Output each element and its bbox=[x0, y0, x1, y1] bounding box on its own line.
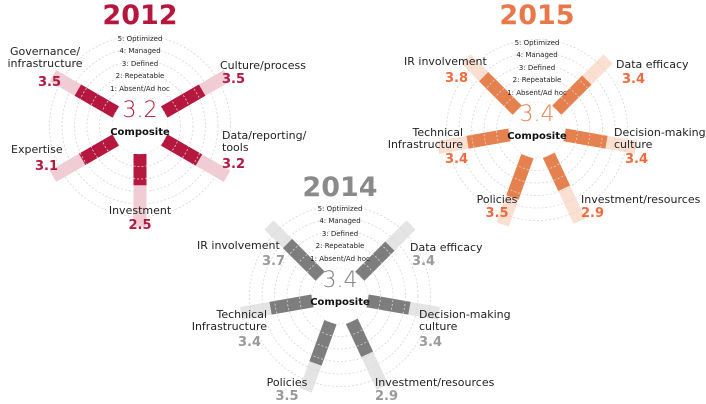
label-technical-infrastructure-2014: Technical Infrastructure bbox=[191, 308, 267, 334]
value-ir-involvement: 3.8 bbox=[445, 71, 469, 86]
composite-value: 3.2 bbox=[122, 98, 158, 123]
value-technical-infrastructure-2014: 3.4 bbox=[238, 335, 262, 350]
label-expertise: Expertise bbox=[11, 143, 63, 156]
label-investment-resources: Investment/resources bbox=[581, 193, 701, 206]
bar-1-3 bbox=[542, 152, 571, 191]
label-decision-making-2014: Decision-making culture bbox=[419, 308, 511, 334]
ring-level-4 bbox=[458, 51, 616, 209]
ring-level-1 bbox=[496, 89, 578, 171]
level-label-2: 2: Repeatable bbox=[315, 242, 365, 251]
level-label-2: 2: Repeatable bbox=[512, 76, 562, 85]
level-label-4: 4: Managed bbox=[119, 47, 161, 56]
bar-1-4 bbox=[506, 154, 534, 200]
title-2014: 2014 bbox=[302, 172, 378, 203]
label-technical-infrastructure: Technical Infrastructure bbox=[387, 126, 463, 152]
bar-2-3 bbox=[345, 318, 374, 357]
ring-level-5 bbox=[446, 39, 628, 221]
bar-1-0 bbox=[479, 72, 522, 115]
inner-ring bbox=[508, 101, 566, 159]
bar-0-4 bbox=[78, 134, 120, 166]
value-data-efficacy: 3.4 bbox=[622, 72, 646, 87]
title-2015: 2015 bbox=[499, 0, 575, 31]
bar-2-2 bbox=[366, 294, 411, 315]
ring-level-2 bbox=[286, 242, 394, 350]
composite-label: Composite bbox=[110, 127, 170, 138]
ring-level-3 bbox=[274, 230, 406, 362]
value-data-efficacy-2014: 3.4 bbox=[412, 254, 436, 269]
ring-level-2 bbox=[483, 76, 591, 184]
bar-0-1 bbox=[160, 84, 206, 118]
value-technical-infrastructure: 3.4 bbox=[445, 152, 469, 167]
composite-label: Composite bbox=[310, 297, 370, 308]
level-label-5: 5: Optimized bbox=[317, 204, 363, 213]
label-data-efficacy: Data efficacy bbox=[616, 58, 689, 71]
level-label-1: 1: Absent/Ad hoc bbox=[310, 254, 370, 263]
bar-2-1 bbox=[355, 241, 395, 281]
label-culture: Culture/process bbox=[220, 59, 307, 72]
label-policies: Policies bbox=[476, 193, 518, 206]
label-data-efficacy-2014: Data efficacy bbox=[410, 241, 483, 254]
ring-level-1 bbox=[299, 255, 381, 337]
level-label-2: 2: Repeatable bbox=[115, 72, 165, 81]
label-decision-making: Decision-making culture bbox=[614, 126, 706, 152]
value-data-reporting: 3.2 bbox=[222, 157, 246, 172]
level-label-1: 1: Absent/Ad hoc bbox=[507, 88, 567, 97]
ring-level-1 bbox=[99, 85, 181, 167]
ring-level-4 bbox=[61, 47, 219, 205]
value-culture: 3.5 bbox=[222, 72, 246, 87]
level-label-3: 3: Defined bbox=[518, 63, 556, 72]
title-2012: 2012 bbox=[102, 0, 178, 31]
bar-2-5 bbox=[269, 294, 314, 315]
level-label-3: 3: Defined bbox=[321, 229, 359, 238]
bar-2-4 bbox=[309, 320, 337, 366]
bar-0-2 bbox=[160, 134, 203, 166]
label-ir-involvement: IR involvement bbox=[404, 55, 487, 68]
value-policies: 3.5 bbox=[485, 206, 509, 221]
label-data-reporting: Data/reporting/ tools bbox=[222, 129, 307, 155]
bar-1-2 bbox=[563, 128, 608, 149]
value-investment: 2.5 bbox=[128, 218, 152, 233]
value-investment-resources-2014: 2.9 bbox=[375, 389, 399, 404]
label-investment-resources-2014: Investment/resources bbox=[375, 376, 495, 389]
ring-level-3 bbox=[74, 60, 206, 192]
bar-1-1 bbox=[552, 75, 592, 115]
level-label-4: 4: Managed bbox=[516, 51, 558, 60]
label-investment: Investment bbox=[108, 204, 172, 217]
inner-ring bbox=[111, 97, 169, 155]
label-policies-2014: Policies bbox=[266, 376, 308, 389]
level-label-3: 3: Defined bbox=[121, 59, 159, 68]
bar-1-5 bbox=[466, 128, 511, 149]
value-investment-resources: 2.9 bbox=[581, 206, 605, 221]
inner-ring bbox=[311, 267, 369, 325]
value-ir-involvement-2014: 3.7 bbox=[262, 254, 286, 269]
value-governance: 3.5 bbox=[38, 75, 62, 90]
value-expertise: 3.1 bbox=[35, 159, 59, 174]
value-decision-making: 3.4 bbox=[625, 152, 649, 167]
composite-value: 3.4 bbox=[519, 102, 555, 127]
composite-value: 3.4 bbox=[322, 268, 358, 293]
value-decision-making-2014: 3.4 bbox=[419, 335, 443, 350]
ring-level-2 bbox=[86, 72, 194, 180]
ring-level-5 bbox=[49, 35, 231, 217]
level-label-4: 4: Managed bbox=[319, 217, 361, 226]
ring-level-3 bbox=[471, 64, 603, 196]
value-policies-2014: 3.5 bbox=[275, 389, 299, 404]
label-governance: Governance/ infrastructure bbox=[7, 45, 83, 71]
level-label-1: 1: Absent/Ad hoc bbox=[110, 84, 170, 93]
bar-0-0 bbox=[74, 84, 120, 118]
label-ir-involvement-2014: IR involvement bbox=[197, 239, 280, 252]
ring-level-4 bbox=[261, 217, 419, 375]
composite-label: Composite bbox=[507, 131, 567, 142]
level-label-5: 5: Optimized bbox=[117, 34, 163, 43]
level-label-5: 5: Optimized bbox=[514, 38, 560, 47]
bar-2-0 bbox=[282, 238, 325, 281]
ring-level-5 bbox=[249, 205, 431, 387]
